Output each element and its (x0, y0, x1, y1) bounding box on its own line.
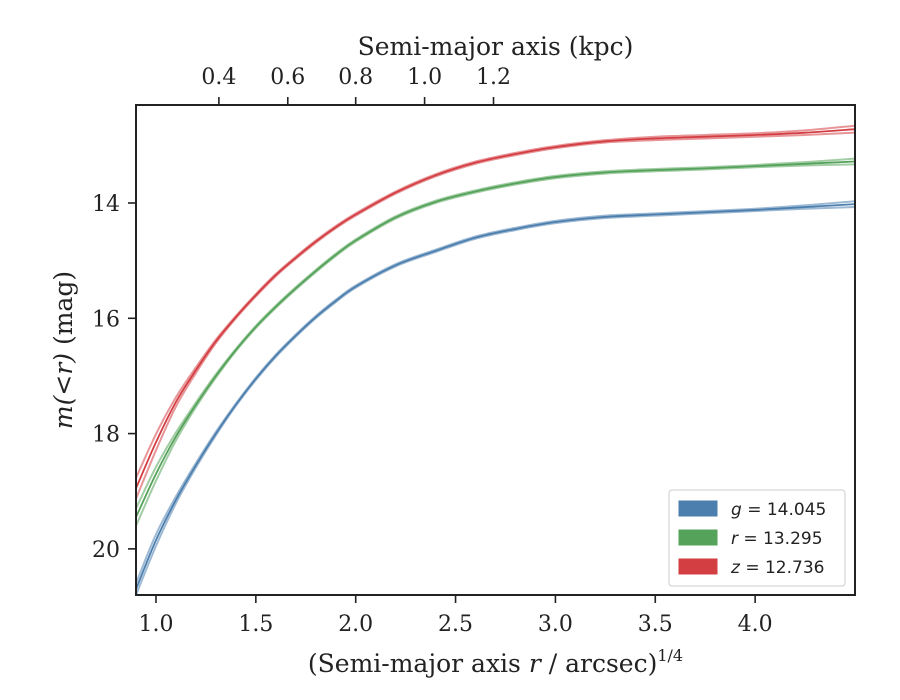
y-tick-label: 16 (92, 307, 120, 332)
series-band-lower (136, 206, 855, 595)
x-top-tick-label: 0.8 (338, 65, 373, 90)
x-tick-label: 4.0 (738, 612, 773, 637)
legend-swatch (678, 558, 718, 575)
legend-entry-label: g = 14.045 (731, 500, 826, 520)
legend-entry-label: z = 12.736 (730, 558, 824, 578)
legend: g = 14.045 r = 13.295 z = 12.736 (668, 489, 846, 587)
series-band-lower (136, 163, 855, 527)
legend-swatch (678, 500, 718, 517)
y-axis-label: m(<r) (mag) (49, 271, 78, 429)
y-axis-left: 14 16 18 20 (92, 192, 136, 563)
x-axis-bottom: 1.0 1.5 2.0 2.5 3.0 3.5 4.0 (138, 595, 773, 637)
x-axis-label: (Semi-major axis r / arcsec)1/4 (308, 646, 683, 678)
legend-entry-label: r = 13.295 (731, 529, 823, 549)
x-top-tick-label: 1.0 (407, 65, 442, 90)
y-tick-label: 20 (92, 538, 120, 563)
x-axis-top: 0.4 0.6 0.8 1.0 1.2 (201, 65, 511, 105)
series-lines (136, 128, 855, 590)
series-band-upper (136, 157, 855, 509)
x-tick-label: 3.5 (638, 612, 673, 637)
y-tick-label: 18 (92, 423, 120, 448)
x-top-tick-label: 0.6 (270, 65, 305, 90)
uncertainty-bands (136, 124, 855, 595)
series-band-upper (136, 124, 855, 479)
x-tick-label: 1.0 (138, 612, 173, 637)
x-tick-label: 2.0 (338, 612, 373, 637)
plot-frame (135, 104, 856, 596)
x-tick-label: 3.0 (538, 612, 573, 637)
x-top-axis-label: Semi-major axis (kpc) (358, 32, 634, 61)
x-top-tick-label: 1.2 (476, 65, 511, 90)
legend-swatch (678, 529, 718, 546)
series-line (136, 160, 855, 518)
x-tick-label: 1.5 (238, 612, 273, 637)
x-tick-label: 2.5 (438, 612, 473, 637)
series-band-upper (136, 200, 855, 584)
series-line (136, 128, 855, 489)
series-line (136, 203, 855, 590)
y-tick-label: 14 (92, 192, 120, 217)
x-top-tick-label: 0.4 (201, 65, 236, 90)
series-band-lower (136, 131, 855, 500)
